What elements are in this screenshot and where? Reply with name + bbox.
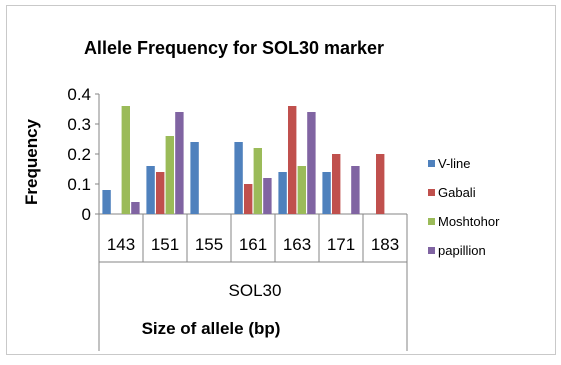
bar	[131, 202, 140, 214]
bar	[307, 112, 316, 214]
bar	[156, 172, 165, 214]
legend: V-line Gabali Moshtohor papillion	[428, 156, 500, 258]
bar	[332, 154, 341, 214]
bar	[102, 190, 111, 214]
x-tick-label: 183	[371, 235, 399, 254]
legend-swatch	[428, 218, 435, 225]
y-tick-label: 0	[82, 205, 91, 224]
x-tick-label: 151	[151, 235, 179, 254]
bar	[351, 166, 360, 214]
bar	[165, 136, 174, 214]
x-tick-label: 155	[195, 235, 223, 254]
y-tick-label: 0.1	[67, 175, 91, 194]
x-tick-label: 163	[283, 235, 311, 254]
x-axis-title: Size of allele (bp)	[142, 319, 281, 338]
x-ticks: 143 151 155 161 163 171 183	[107, 235, 399, 254]
y-tick-label: 0.3	[67, 115, 91, 134]
chart-svg: Allele Frequency for SOL30 marker Freque…	[22, 38, 500, 351]
legend-swatch	[428, 160, 435, 167]
bar	[253, 148, 262, 214]
bar	[278, 172, 287, 214]
group-label: SOL30	[229, 281, 282, 300]
bar	[376, 154, 385, 214]
y-tick-label: 0.2	[67, 145, 91, 164]
axes	[95, 93, 408, 351]
bar	[322, 172, 331, 214]
bar	[146, 166, 155, 214]
y-tick-label: 0.4	[67, 85, 91, 104]
x-tick-label: 171	[327, 235, 355, 254]
y-axis-title: Frequency	[22, 118, 41, 205]
legend-label: Gabali	[438, 185, 476, 200]
x-tick-label: 143	[107, 235, 135, 254]
bar	[175, 112, 184, 214]
bars	[102, 106, 385, 214]
bar	[234, 142, 243, 214]
legend-label: Moshtohor	[438, 214, 500, 229]
bar	[244, 184, 253, 214]
legend-label: V-line	[438, 156, 471, 171]
y-ticks: 0 0.1 0.2 0.3 0.4	[67, 85, 91, 224]
bar	[297, 166, 306, 214]
bar	[190, 142, 199, 214]
bar	[288, 106, 297, 214]
legend-swatch	[428, 189, 435, 196]
chart-area: Allele Frequency for SOL30 marker Freque…	[6, 5, 556, 355]
x-tick-label: 161	[239, 235, 267, 254]
legend-label: papillion	[438, 243, 486, 258]
bar	[121, 106, 130, 214]
bar	[263, 178, 272, 214]
legend-swatch	[428, 247, 435, 254]
chart-title: Allele Frequency for SOL30 marker	[84, 38, 384, 58]
